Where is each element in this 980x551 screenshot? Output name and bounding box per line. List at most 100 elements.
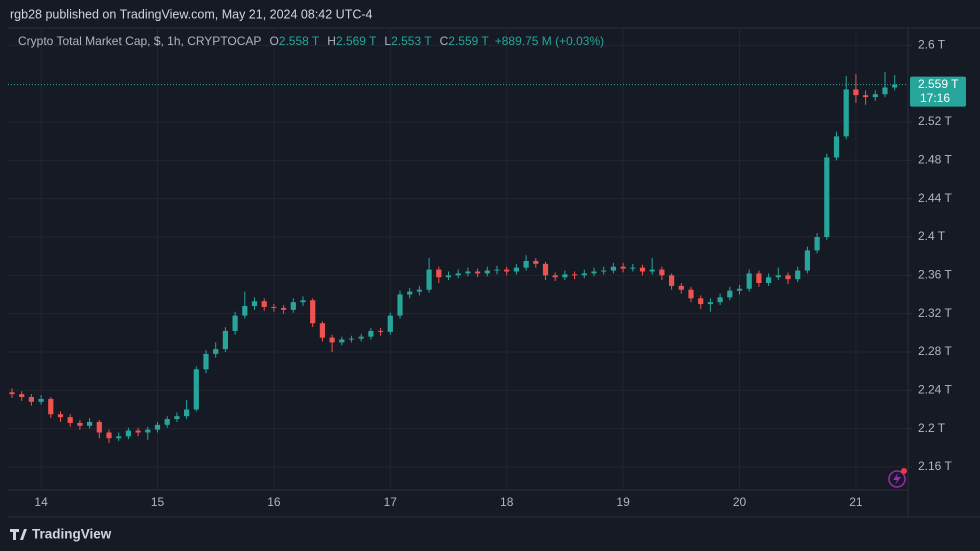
candle-body [775,275,781,278]
y-tick-label: 2.4 T [918,229,946,243]
candle-body [639,267,646,272]
x-tick-label: 15 [151,495,165,509]
candle-body [601,270,607,272]
candle-body [213,349,219,354]
y-tick-label: 2.28 T [918,344,952,358]
y-tick-label: 2.2 T [918,421,946,435]
legend-label: O [269,34,278,48]
candle-body [707,302,713,305]
candle-body [698,298,704,305]
candle-body [145,429,151,433]
x-tick-label: 20 [733,495,747,509]
candle-body [232,315,238,331]
candle-body [378,330,384,332]
candle-body [833,136,840,158]
legend-value: 2.553 T [391,34,432,48]
candle-body [87,421,93,426]
candle-body [300,300,306,303]
candle-body [310,300,316,324]
x-tick-label: 16 [267,495,281,509]
candle-body [348,338,355,340]
candle-body [484,270,490,274]
candle-body [892,84,898,88]
candle-body [9,392,15,395]
candle-body [872,94,878,98]
candle-body [824,157,830,237]
candle-body [193,369,199,410]
legend-label: L [384,34,391,48]
candle-body [290,302,296,310]
candle-body [678,285,684,290]
candle-body [28,397,34,402]
y-tick-label: 2.6 T [918,38,946,52]
candle-body [339,339,345,343]
candle-body [804,250,810,271]
candle-body [756,273,762,283]
x-tick-label: 17 [384,495,398,509]
candle-body [368,330,374,337]
candle-body [882,87,888,95]
legend-label: C [440,34,449,48]
candle-body [542,263,549,276]
candle-body [562,274,568,278]
candle-body [281,307,287,310]
candle-body [106,432,112,439]
y-tick-label: 2.48 T [918,153,952,167]
candle-body [116,436,122,439]
candle-body [465,271,471,274]
candle-body [445,275,452,278]
candle-body [184,409,190,417]
candle-body [785,275,791,280]
x-tick-label: 18 [500,495,514,509]
candle-body [135,430,141,433]
candle-body [746,273,752,289]
y-tick-label: 2.16 T [918,459,952,473]
candle-body [659,269,665,276]
candle-body [727,290,733,298]
legend-change: +889.75 M (+0.03%) [495,34,604,48]
candle-body [407,291,413,295]
candle-body [319,323,325,338]
candle-body [271,306,277,308]
x-tick-label: 21 [849,495,863,509]
alert-icon [888,468,907,488]
candle-body [863,95,869,98]
legend-value: 2.559 T [448,34,489,48]
candle-body [475,271,481,274]
legend: Crypto Total Market Cap, $, 1h, CRYPTOCA… [18,34,604,48]
candle-body [329,337,335,343]
candle-body [203,353,209,370]
candle-body [174,416,180,420]
candle-body [523,260,529,268]
candle-body [630,267,636,269]
y-tick-label: 2.44 T [918,191,952,205]
candle-body [620,266,626,269]
legend-value: 2.569 T [336,34,377,48]
candle-body [494,269,500,271]
footer-logo [10,529,27,540]
candle-body [397,294,403,316]
header: rgb28 published on TradingView.com, May … [10,7,373,21]
x-tick-label: 14 [34,495,48,509]
y-tick-label: 2.24 T [918,383,952,397]
y-tick-label: 2.52 T [918,114,952,128]
candle-body [19,394,25,398]
candle-body [222,330,228,350]
legend-label: H [327,34,336,48]
candle-body [581,273,587,276]
footer-brand: TradingView [32,527,112,542]
candle-body [416,289,422,292]
legend-symbol: Crypto Total Market Cap, $, 1h, CRYPTOCA… [18,34,261,48]
candle-body [649,269,655,272]
candle-body [125,430,131,437]
candle-body [843,89,849,137]
candle-body [533,260,539,264]
candle-body [552,275,558,278]
candle-body [154,424,161,430]
candle-body [688,289,694,299]
candle-body [572,274,578,276]
candle-body [436,269,442,278]
candle-body [67,417,73,423]
candle-body [853,89,859,96]
